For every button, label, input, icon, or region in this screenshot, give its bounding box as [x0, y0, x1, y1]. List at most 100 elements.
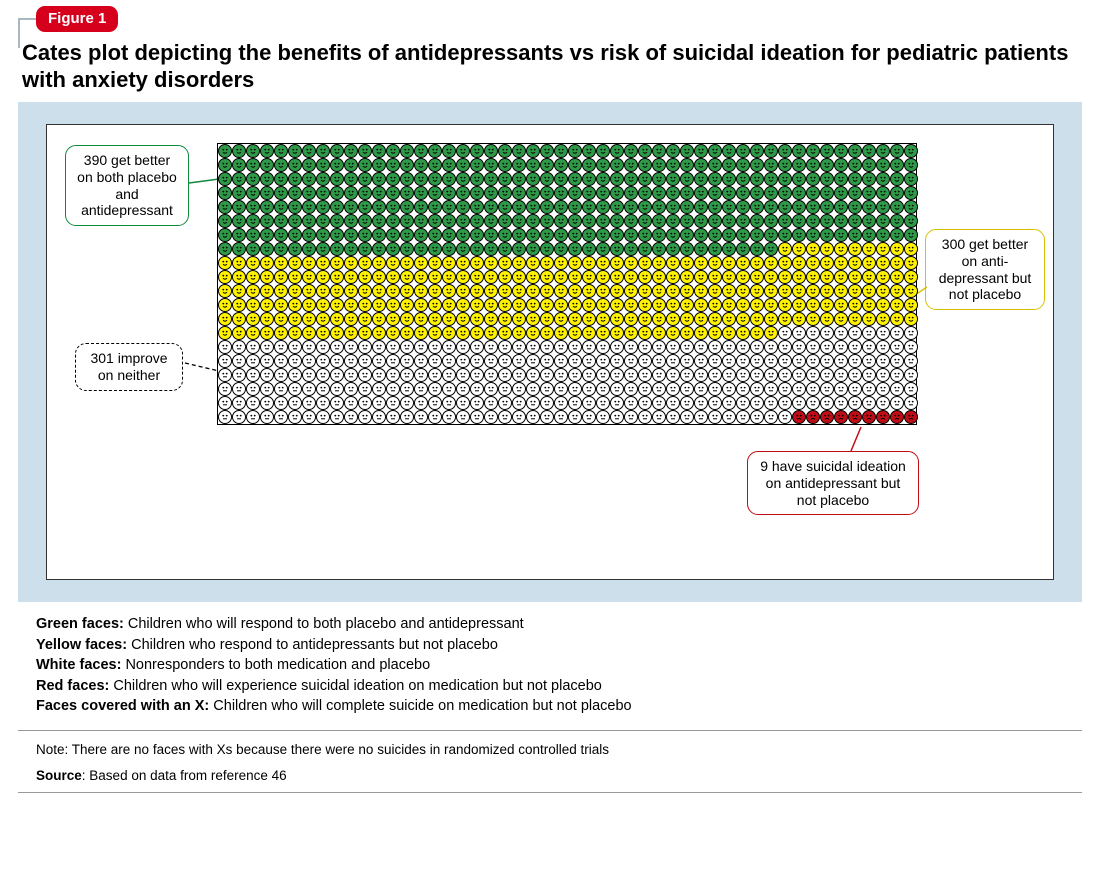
face-yellow [890, 242, 904, 256]
face-green [456, 200, 470, 214]
face-white [666, 382, 680, 396]
face-white [610, 368, 624, 382]
face-white [260, 354, 274, 368]
face-white [386, 396, 400, 410]
face-green [456, 186, 470, 200]
face-yellow [470, 284, 484, 298]
face-green [736, 144, 750, 158]
face-white [834, 368, 848, 382]
face-yellow [862, 242, 876, 256]
face-green [722, 172, 736, 186]
face-yellow [680, 312, 694, 326]
face-green [330, 158, 344, 172]
face-green [876, 144, 890, 158]
face-white [736, 410, 750, 424]
face-green [428, 228, 442, 242]
face-white [414, 354, 428, 368]
face-green [652, 200, 666, 214]
face-white [414, 340, 428, 354]
face-yellow [526, 256, 540, 270]
face-yellow [540, 284, 554, 298]
face-green [512, 186, 526, 200]
face-yellow [806, 312, 820, 326]
face-green [428, 158, 442, 172]
face-green [862, 144, 876, 158]
face-white [540, 354, 554, 368]
face-green [512, 214, 526, 228]
face-red [862, 410, 876, 424]
face-green [344, 186, 358, 200]
face-yellow [470, 270, 484, 284]
face-white [400, 340, 414, 354]
face-green [330, 186, 344, 200]
face-white [456, 410, 470, 424]
face-white [568, 368, 582, 382]
face-yellow [246, 312, 260, 326]
face-green [512, 200, 526, 214]
face-green [638, 242, 652, 256]
face-yellow [232, 256, 246, 270]
face-green [470, 242, 484, 256]
face-white [456, 382, 470, 396]
face-white [890, 340, 904, 354]
face-yellow [778, 298, 792, 312]
face-yellow [260, 298, 274, 312]
face-white [582, 410, 596, 424]
divider-2 [18, 792, 1082, 793]
face-yellow [260, 284, 274, 298]
face-white [442, 354, 456, 368]
face-white [610, 410, 624, 424]
face-white [232, 410, 246, 424]
face-yellow [904, 256, 918, 270]
face-yellow [666, 284, 680, 298]
face-green [470, 158, 484, 172]
face-green [386, 144, 400, 158]
face-yellow [498, 312, 512, 326]
face-green [456, 144, 470, 158]
face-white [848, 368, 862, 382]
face-yellow [736, 326, 750, 340]
face-green [246, 158, 260, 172]
face-yellow [848, 270, 862, 284]
face-green [596, 144, 610, 158]
face-white [806, 326, 820, 340]
face-white [386, 368, 400, 382]
face-green [358, 144, 372, 158]
face-green [680, 214, 694, 228]
face-yellow [764, 284, 778, 298]
face-green [218, 172, 232, 186]
face-yellow [806, 242, 820, 256]
face-yellow [848, 256, 862, 270]
legend-label: White faces: [36, 657, 121, 673]
face-white [400, 396, 414, 410]
face-yellow [526, 312, 540, 326]
face-green [736, 242, 750, 256]
face-green [302, 242, 316, 256]
face-white [778, 410, 792, 424]
face-yellow [876, 312, 890, 326]
face-yellow [372, 284, 386, 298]
face-yellow [512, 298, 526, 312]
face-yellow [834, 312, 848, 326]
face-green [722, 200, 736, 214]
face-yellow [484, 270, 498, 284]
face-white [400, 382, 414, 396]
face-white [246, 396, 260, 410]
face-yellow [344, 298, 358, 312]
face-white [862, 354, 876, 368]
face-green [428, 144, 442, 158]
face-white [232, 382, 246, 396]
face-green [764, 186, 778, 200]
face-yellow [722, 298, 736, 312]
face-green [540, 228, 554, 242]
face-green [498, 242, 512, 256]
face-white [764, 354, 778, 368]
face-white [386, 354, 400, 368]
face-green [624, 200, 638, 214]
face-green [904, 200, 918, 214]
face-white [638, 340, 652, 354]
face-white [582, 396, 596, 410]
face-yellow [666, 326, 680, 340]
face-green [652, 144, 666, 158]
face-white [680, 368, 694, 382]
